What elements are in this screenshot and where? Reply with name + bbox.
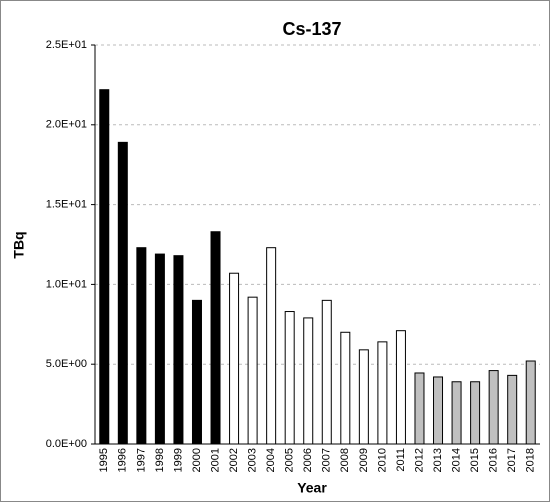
bar [525, 360, 536, 445]
y-tick-label: 1.5E+01 [46, 199, 87, 211]
y-tick-label: 5.0E+00 [46, 358, 87, 370]
y-tick-label: 1.0E+01 [46, 278, 87, 290]
x-tick-label: 2017 [506, 448, 518, 472]
y-tick-label: 2.0E+01 [46, 119, 87, 131]
bar [284, 311, 295, 445]
y-tick-label: 2.5E+01 [46, 39, 87, 51]
x-tick-label: 2014 [450, 448, 462, 472]
x-tick-label: 2011 [395, 448, 407, 472]
bar [210, 231, 221, 445]
x-tick-label: 2003 [247, 448, 259, 472]
bar [507, 374, 518, 445]
x-tick-label: 1995 [98, 448, 110, 472]
bar [117, 141, 128, 445]
bar [191, 299, 202, 445]
x-tick-label: 2015 [469, 448, 481, 472]
bar [433, 376, 444, 445]
x-tick-label: 2012 [413, 448, 425, 472]
y-axis-label: TBq [11, 231, 27, 258]
bar [173, 255, 184, 445]
x-tick-label: 2005 [284, 448, 296, 472]
bar [303, 317, 314, 445]
bar [488, 370, 499, 445]
x-tick-label: 2016 [488, 448, 500, 472]
bar [340, 331, 351, 445]
x-tick-label: 1996 [117, 448, 129, 472]
bar [395, 330, 406, 445]
bar [451, 381, 462, 445]
bar [377, 341, 388, 445]
x-tick-label: 1997 [135, 448, 147, 472]
chart-title: Cs-137 [282, 19, 341, 39]
x-tick-label: 2009 [358, 448, 370, 472]
x-tick-label: 1999 [172, 448, 184, 472]
x-tick-label: 2006 [302, 448, 314, 472]
bar [266, 247, 277, 445]
x-tick-label: 2010 [376, 448, 388, 472]
bar [99, 89, 110, 445]
x-tick-label: 2018 [525, 448, 537, 472]
x-tick-label: 2000 [191, 448, 203, 472]
x-tick-label: 2001 [209, 448, 221, 472]
x-tick-label: 2008 [339, 448, 351, 472]
x-tick-label: 2004 [265, 448, 277, 472]
bar [321, 299, 332, 445]
bar [154, 253, 165, 445]
bar [414, 372, 425, 445]
x-tick-label: 1998 [154, 448, 166, 472]
y-tick-label: 0.0E+00 [46, 438, 87, 450]
bar [470, 381, 481, 445]
x-tick-label: 2002 [228, 448, 240, 472]
bar [136, 247, 147, 445]
x-tick-label: 2007 [321, 448, 333, 472]
bar [229, 272, 240, 445]
x-tick-label: 2013 [432, 448, 444, 472]
x-axis-label: Year [297, 480, 327, 496]
bar [247, 296, 258, 445]
bar [358, 349, 369, 445]
